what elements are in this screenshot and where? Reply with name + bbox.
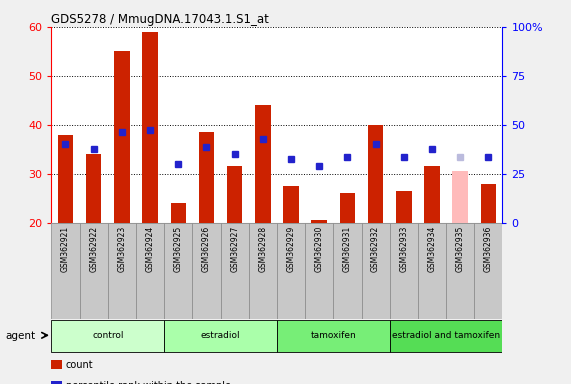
FancyBboxPatch shape bbox=[475, 223, 502, 319]
Bar bbox=[396, 191, 412, 223]
FancyBboxPatch shape bbox=[164, 223, 192, 319]
Text: GSM362932: GSM362932 bbox=[371, 226, 380, 272]
Text: GSM362928: GSM362928 bbox=[258, 226, 267, 272]
Text: GSM362936: GSM362936 bbox=[484, 226, 493, 272]
Text: count: count bbox=[66, 360, 93, 370]
FancyBboxPatch shape bbox=[79, 223, 108, 319]
FancyBboxPatch shape bbox=[164, 320, 277, 352]
Text: estradiol and tamoxifen: estradiol and tamoxifen bbox=[392, 331, 500, 340]
Bar bbox=[171, 203, 186, 223]
Bar bbox=[199, 132, 214, 223]
Text: GSM362924: GSM362924 bbox=[146, 226, 155, 272]
Text: GSM362927: GSM362927 bbox=[230, 226, 239, 272]
FancyBboxPatch shape bbox=[249, 223, 277, 319]
Bar bbox=[227, 166, 243, 223]
Bar bbox=[340, 193, 355, 223]
FancyBboxPatch shape bbox=[108, 223, 136, 319]
FancyBboxPatch shape bbox=[277, 223, 305, 319]
Text: percentile rank within the sample: percentile rank within the sample bbox=[66, 381, 231, 384]
Text: GSM362926: GSM362926 bbox=[202, 226, 211, 272]
Bar bbox=[424, 166, 440, 223]
Text: GSM362923: GSM362923 bbox=[118, 226, 126, 272]
Text: agent: agent bbox=[6, 331, 36, 341]
FancyBboxPatch shape bbox=[51, 320, 164, 352]
FancyBboxPatch shape bbox=[446, 223, 475, 319]
FancyBboxPatch shape bbox=[390, 320, 502, 352]
Bar bbox=[368, 125, 383, 223]
FancyBboxPatch shape bbox=[136, 223, 164, 319]
Bar bbox=[452, 171, 468, 223]
Text: GDS5278 / MmugDNA.17043.1.S1_at: GDS5278 / MmugDNA.17043.1.S1_at bbox=[51, 13, 270, 26]
FancyBboxPatch shape bbox=[51, 223, 79, 319]
Text: GSM362935: GSM362935 bbox=[456, 226, 465, 272]
Text: GSM362929: GSM362929 bbox=[287, 226, 296, 272]
Bar bbox=[86, 154, 102, 223]
FancyBboxPatch shape bbox=[305, 223, 333, 319]
Text: GSM362933: GSM362933 bbox=[399, 226, 408, 272]
Text: control: control bbox=[92, 331, 123, 340]
FancyBboxPatch shape bbox=[390, 223, 418, 319]
Bar bbox=[311, 220, 327, 223]
Text: GSM362922: GSM362922 bbox=[89, 226, 98, 272]
Bar bbox=[142, 32, 158, 223]
Text: GSM362934: GSM362934 bbox=[428, 226, 436, 272]
FancyBboxPatch shape bbox=[220, 223, 249, 319]
FancyBboxPatch shape bbox=[418, 223, 446, 319]
FancyBboxPatch shape bbox=[333, 223, 361, 319]
Text: GSM362930: GSM362930 bbox=[315, 226, 324, 272]
FancyBboxPatch shape bbox=[277, 320, 390, 352]
Text: estradiol: estradiol bbox=[201, 331, 240, 340]
Bar bbox=[481, 184, 496, 223]
FancyBboxPatch shape bbox=[361, 223, 390, 319]
Text: GSM362921: GSM362921 bbox=[61, 226, 70, 272]
Text: GSM362925: GSM362925 bbox=[174, 226, 183, 272]
Bar bbox=[58, 134, 73, 223]
Text: tamoxifen: tamoxifen bbox=[311, 331, 356, 340]
FancyBboxPatch shape bbox=[192, 223, 220, 319]
Bar bbox=[255, 105, 271, 223]
Bar bbox=[283, 186, 299, 223]
Text: GSM362931: GSM362931 bbox=[343, 226, 352, 272]
Bar bbox=[114, 51, 130, 223]
